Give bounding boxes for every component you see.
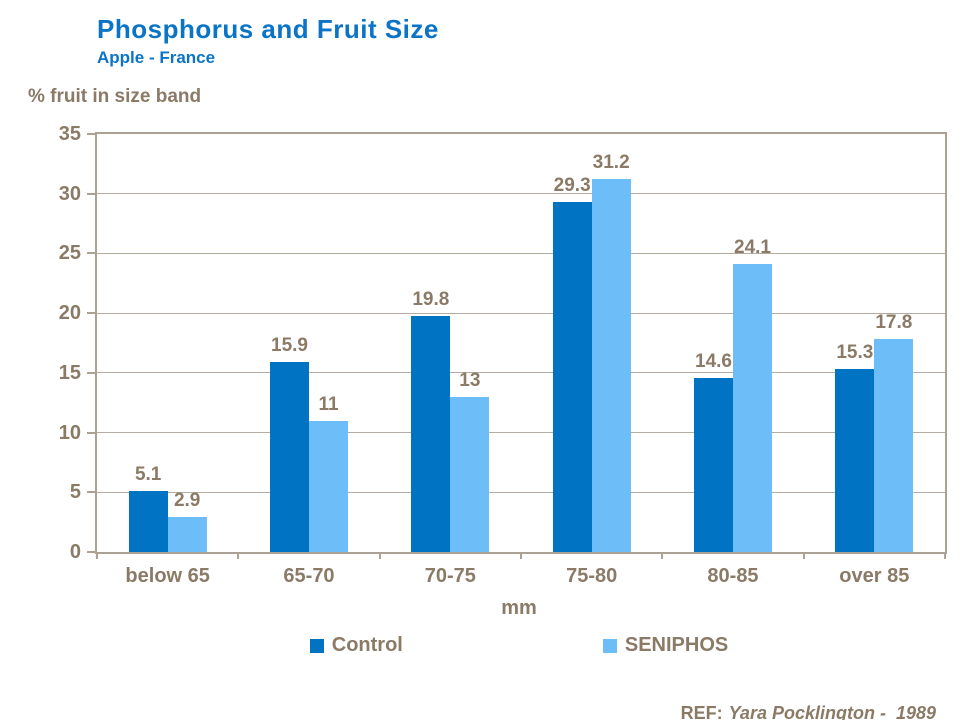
x-category-label-over-85: over 85	[839, 565, 910, 587]
chart-subtitle: Apple - France	[97, 48, 216, 67]
bar-value-control-75-80: 29.3	[553, 175, 591, 197]
legend-item-control: Control	[309, 634, 403, 657]
control-bar-65-70	[270, 362, 309, 552]
legend-label-seniphos: SENIPHOS	[624, 634, 729, 656]
legend-item-seniphos: SENIPHOS	[602, 634, 729, 657]
y-tick-label-20: 20	[58, 302, 81, 325]
x-axis-tick-3	[520, 552, 522, 559]
y-tick-label-35: 35	[58, 123, 81, 145]
bar-value-seniphos-80-85: 24.1	[734, 237, 771, 259]
y-tick-label-0: 0	[69, 541, 81, 563]
gridline-15	[97, 372, 945, 374]
reference: REF: Yara Pocklington - 1989	[661, 682, 936, 720]
ref-label: REF:	[680, 703, 723, 720]
x-axis-tick-1	[237, 552, 239, 559]
y-axis-tick-30	[87, 192, 95, 195]
seniphos-bar-70-75	[450, 396, 490, 552]
gridline-30	[97, 193, 945, 195]
y-tick-label-15: 15	[58, 361, 81, 384]
x-category-label-75-80: 75-80	[566, 565, 618, 587]
bar-value-control-below-65: 5.1	[134, 464, 162, 486]
x-category-label-below-65: below 65	[125, 565, 210, 587]
x-axis-tick-4	[661, 552, 663, 559]
y-axis-tick-0	[87, 551, 95, 553]
chart-title: Phosphorus and Fruit Size	[97, 14, 439, 44]
y-axis-tick-25	[87, 252, 95, 255]
x-axis-tick-6	[944, 552, 946, 559]
seniphos-legend-marker-icon	[602, 638, 617, 653]
bar-value-seniphos-65-70: 11	[318, 393, 339, 415]
gridline-5	[97, 491, 945, 493]
bar-value-control-80-85: 14.6	[695, 350, 732, 372]
bar-value-control-70-75: 19.8	[412, 288, 450, 310]
x-axis-tick-2	[379, 552, 381, 559]
plot-area: 0 5 10 15 20 25 30 35 5.1 15.9 19.8 29.3 14.6 15.3 2.9…	[59, 123, 947, 587]
legend-label-control: Control	[331, 634, 403, 656]
seniphos-bar-65-70	[309, 420, 348, 552]
bar-value-seniphos-below-65: 2.9	[173, 490, 201, 512]
x-category-label-80-85: 80-85	[707, 565, 759, 587]
x-category-label-65-70: 65-70	[283, 565, 335, 587]
seniphos-bar-80-85	[733, 264, 772, 552]
y-tick-label-5: 5	[69, 481, 81, 504]
x-category-label-70-75: 70-75	[424, 565, 476, 587]
control-bar-80-85	[694, 377, 733, 552]
x-axis-title: mm	[501, 597, 537, 619]
y-tick-label-25: 25	[58, 242, 81, 265]
seniphos-bar-75-80	[591, 179, 631, 552]
seniphos-bar-over-85	[874, 339, 914, 552]
ref-value: Yara Pocklington - 1989	[728, 703, 936, 720]
y-axis-tick-5	[87, 491, 95, 494]
y-tick-label-10: 10	[58, 421, 81, 444]
control-legend-marker-icon	[309, 638, 324, 653]
y-axis-title: % fruit in size band	[28, 86, 202, 107]
control-bar-70-75	[411, 315, 451, 552]
gridline-25	[97, 252, 945, 254]
x-axis-tick-5	[803, 552, 805, 559]
bar-value-seniphos-over-85: 17.8	[875, 312, 913, 334]
y-axis-tick-35	[87, 133, 95, 135]
control-bar-over-85	[835, 369, 875, 552]
bar-value-seniphos-75-80: 31.2	[592, 152, 630, 174]
control-bar-below-65	[128, 491, 168, 552]
gridline-10	[97, 432, 945, 434]
legend: Control SENIPHOS	[95, 634, 943, 657]
bar-value-seniphos-70-75: 13	[459, 369, 481, 391]
y-axis-tick-20	[87, 312, 95, 315]
bar-value-control-over-85: 15.3	[836, 342, 874, 364]
seniphos-bar-below-65	[167, 517, 207, 552]
y-axis-tick-10	[87, 431, 95, 434]
x-axis-tick-0	[96, 552, 98, 559]
control-bar-75-80	[552, 202, 592, 552]
bar-value-control-65-70: 15.9	[271, 335, 308, 357]
gridline-20	[97, 312, 945, 314]
y-tick-label-30: 30	[58, 182, 81, 205]
y-axis-tick-15	[87, 371, 95, 374]
